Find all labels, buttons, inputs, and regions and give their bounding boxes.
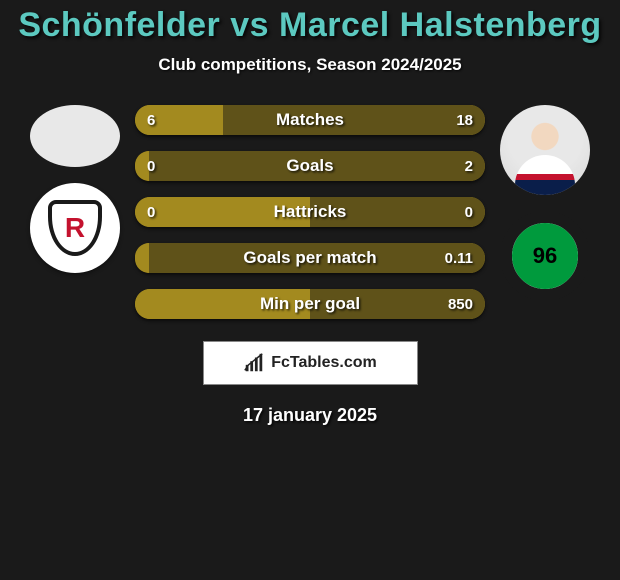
stat-bar-left <box>135 289 310 319</box>
date-label: 17 january 2025 <box>0 405 620 426</box>
left-player-column: R <box>25 105 125 273</box>
left-club-initial: R <box>48 200 102 256</box>
attribution-badge[interactable]: FcTables.com <box>203 341 418 385</box>
stat-row: Goals per match0.11 <box>135 243 485 273</box>
stat-row: Hattricks00 <box>135 197 485 227</box>
attribution-text: FcTables.com <box>271 354 377 372</box>
stat-row: Matches618 <box>135 105 485 135</box>
comparison-card: Schönfelder vs Marcel Halstenberg Club c… <box>0 0 620 426</box>
page-subtitle: Club competitions, Season 2024/2025 <box>0 55 620 75</box>
page-title: Schönfelder vs Marcel Halstenberg <box>0 6 620 45</box>
stats-bars: Matches618 Goals02 Hattricks00 Goals per ma… <box>135 105 485 319</box>
stat-bar-right <box>223 105 486 135</box>
main-area: R Matches618 Goals02 Hattricks00 Goals per … <box>0 105 620 319</box>
stat-bar-left <box>135 105 223 135</box>
stat-bar-right <box>310 197 485 227</box>
right-club-logo: 96 <box>500 211 590 301</box>
right-club-text: 96 <box>512 223 578 289</box>
left-club-logo: R <box>30 183 120 273</box>
left-player-photo <box>30 105 120 167</box>
stat-bar-right <box>149 243 485 273</box>
right-player-column: 96 <box>495 105 595 301</box>
stat-bar-left <box>135 151 149 181</box>
stat-bar-right <box>149 151 485 181</box>
stat-bar-right <box>310 289 485 319</box>
stat-bar-left <box>135 197 310 227</box>
chart-icon <box>243 352 265 374</box>
stat-row: Goals02 <box>135 151 485 181</box>
right-player-photo <box>500 105 590 195</box>
stat-bar-left <box>135 243 149 273</box>
stat-row: Min per goal850 <box>135 289 485 319</box>
